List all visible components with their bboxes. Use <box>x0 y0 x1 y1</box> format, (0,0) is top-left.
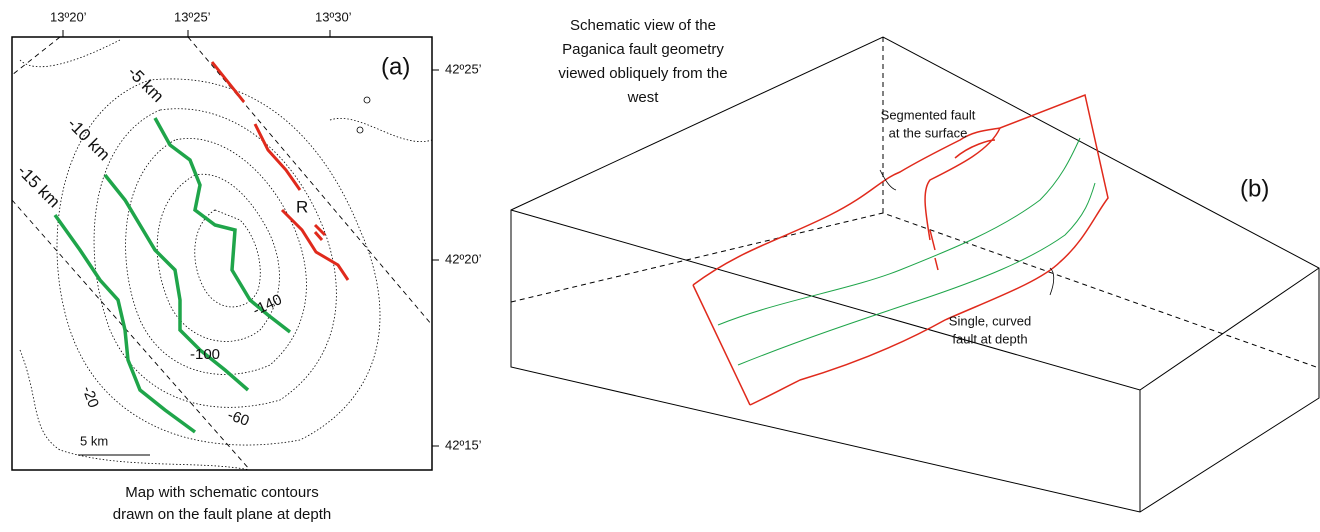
panel-label: (a) <box>381 53 410 80</box>
block-title: west <box>627 89 660 106</box>
contour-label: -100 <box>190 346 220 363</box>
lon-label: 13º30’ <box>315 9 352 24</box>
lat-label: 42º25’ <box>445 61 482 76</box>
lon-label: 13º25’ <box>174 9 211 24</box>
block-title: Paganica fault geometry <box>562 41 724 58</box>
depth-label: -5 km <box>124 63 167 106</box>
block-title: viewed obliquely from the <box>558 65 727 82</box>
caption: drawn on the fault plane at depth <box>113 506 332 523</box>
map-labels: 13º20’ 13º25’ 13º30’ 42º25’ 42º20’ 42º15… <box>14 9 482 523</box>
lon-label: 13º20’ <box>50 9 87 24</box>
scale-label: 5 km <box>80 433 108 448</box>
surface-note: Segmented fault <box>881 107 976 122</box>
panel-label: (b) <box>1240 175 1269 202</box>
depth-label: -15 km <box>14 161 64 211</box>
fault-plane <box>692 93 1109 406</box>
block-labels: Schematic view of the Paganica fault geo… <box>558 17 1269 346</box>
map-frame <box>11 30 439 471</box>
depth-note: fault at depth <box>952 331 1027 346</box>
contour-label: -60 <box>225 407 251 430</box>
contour-label: -20 <box>79 384 102 410</box>
site-label: R <box>296 197 308 216</box>
block <box>510 36 1320 513</box>
surface-note: at the surface <box>889 125 968 140</box>
caption: Map with schematic contours <box>125 484 318 501</box>
depth-label: -10 km <box>64 114 114 164</box>
lat-label: 42º20’ <box>445 251 482 266</box>
depth-note: Single, curved <box>949 313 1031 328</box>
lat-label: 42º15’ <box>445 437 482 452</box>
block-title: Schematic view of the <box>570 17 716 34</box>
